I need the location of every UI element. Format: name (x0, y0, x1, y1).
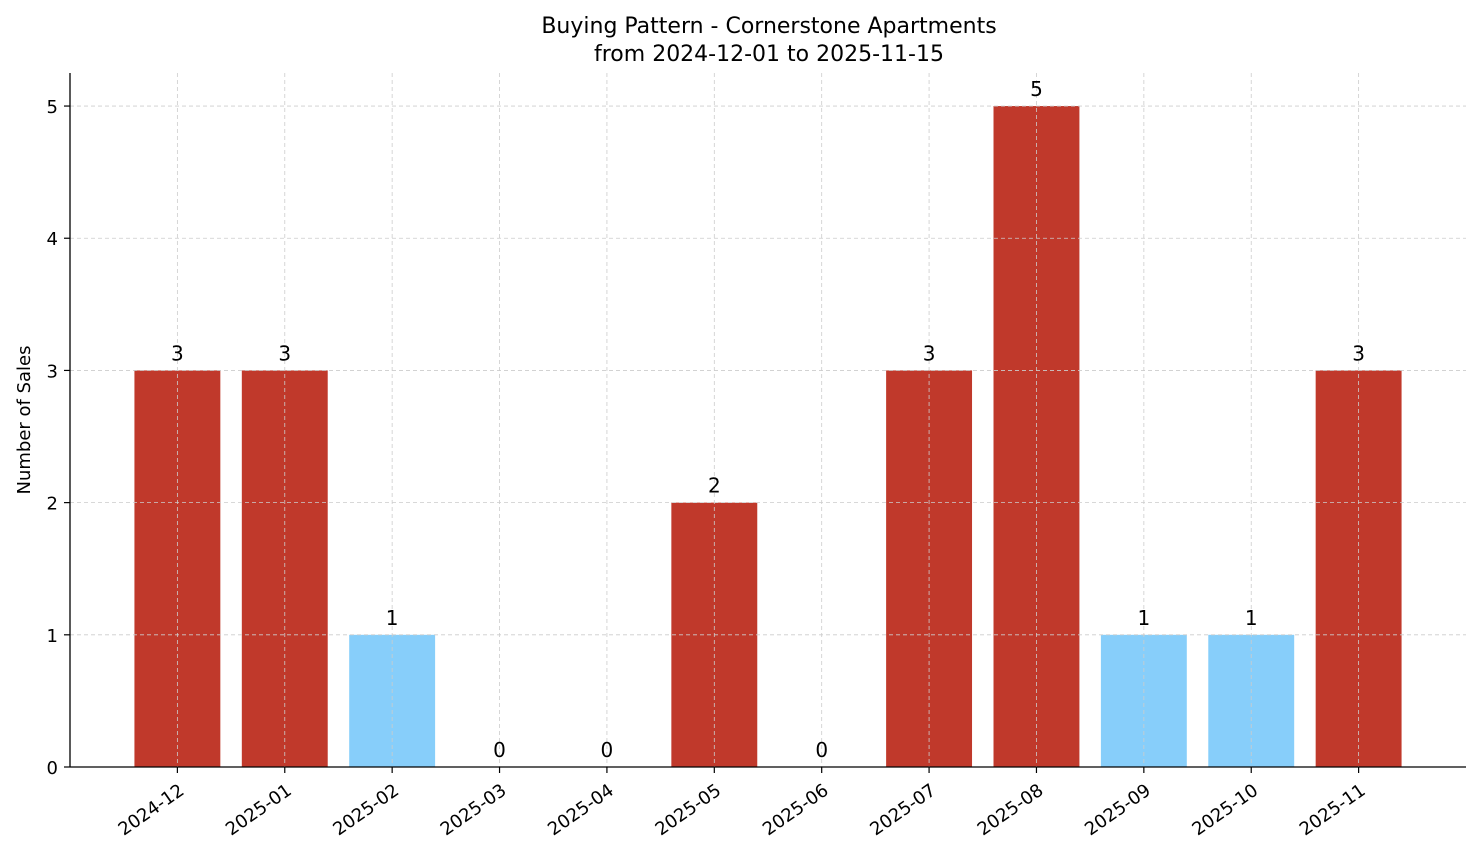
data-label: 3 (1352, 341, 1365, 365)
data-label: 5 (1030, 77, 1043, 101)
x-tick-label: 2025-11 (1296, 780, 1370, 840)
y-tick-label: 2 (47, 494, 58, 515)
bar-2025-11 (1315, 370, 1402, 767)
x-tick-label: 2025-01 (222, 780, 296, 840)
y-tick-label: 0 (47, 758, 58, 779)
bar-2025-07 (886, 370, 973, 767)
x-tick-label: 2025-02 (329, 780, 403, 840)
data-label: 0 (493, 738, 506, 762)
y-tick-label: 3 (47, 361, 58, 382)
chart-title: Buying Pattern - Cornerstone Apartments (541, 14, 996, 39)
bar-2024-12 (134, 370, 221, 767)
x-tick-label: 2025-03 (437, 780, 511, 840)
x-tick-label: 2025-07 (866, 780, 940, 840)
data-label: 0 (601, 738, 614, 762)
data-label: 3 (278, 341, 291, 365)
x-tick-label: 2025-04 (544, 780, 618, 840)
data-label: 1 (386, 606, 399, 630)
bar-2025-08 (993, 106, 1080, 768)
x-tick-label: 2025-06 (759, 780, 833, 840)
data-label: 1 (1137, 606, 1150, 630)
y-axis-label: Number of Sales (14, 345, 35, 494)
chart-subtitle: from 2024-12-01 to 2025-11-15 (594, 42, 944, 67)
data-label: 3 (171, 341, 184, 365)
y-tick-label: 4 (47, 229, 58, 250)
data-label: 0 (815, 738, 828, 762)
y-tick-label: 1 (47, 626, 58, 647)
y-tick-label: 5 (47, 97, 58, 118)
x-tick-label: 2025-05 (652, 780, 726, 840)
data-label: 2 (708, 474, 721, 498)
x-tick-label: 2024-12 (115, 780, 189, 840)
bar-2025-01 (241, 370, 328, 767)
x-tick-label: 2025-10 (1188, 780, 1262, 840)
data-label: 1 (1245, 606, 1258, 630)
data-label: 3 (923, 341, 936, 365)
x-tick-label: 2025-08 (974, 780, 1048, 840)
x-tick-label: 2025-09 (1081, 780, 1155, 840)
